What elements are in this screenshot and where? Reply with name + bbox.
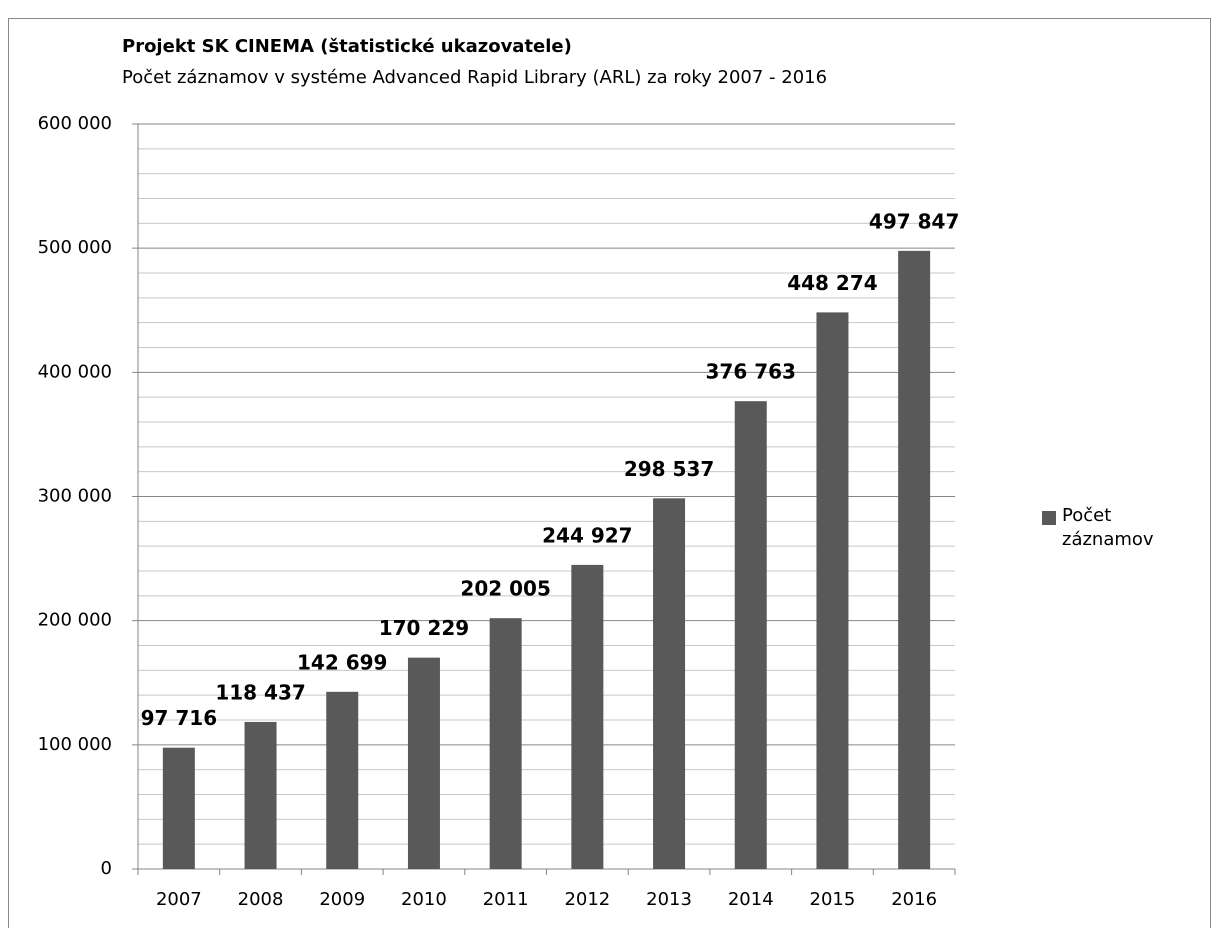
y-tick-label: 400 000 bbox=[38, 361, 112, 382]
x-tick-label: 2016 bbox=[891, 889, 937, 910]
legend-label: Počet záznamov bbox=[1062, 505, 1154, 550]
x-tick-label: 2014 bbox=[728, 889, 774, 910]
data-label: 170 229 bbox=[379, 616, 469, 640]
bar bbox=[244, 721, 277, 869]
data-label: 497 847 bbox=[869, 209, 959, 233]
x-tick-label: 2007 bbox=[156, 889, 202, 910]
y-tick-label: 300 000 bbox=[38, 486, 112, 507]
bar bbox=[898, 250, 931, 870]
x-tick-label: 2009 bbox=[319, 889, 365, 910]
data-label: 376 763 bbox=[706, 360, 796, 384]
x-tick-label: 2015 bbox=[810, 889, 856, 910]
y-tick-label: 200 000 bbox=[38, 610, 112, 631]
bar bbox=[571, 564, 604, 869]
bar bbox=[162, 747, 195, 869]
bar bbox=[734, 401, 767, 869]
data-label: 97 716 bbox=[141, 706, 218, 730]
data-label: 448 274 bbox=[787, 271, 877, 295]
y-tick-label: 600 000 bbox=[38, 113, 112, 134]
data-label: 118 437 bbox=[215, 680, 305, 704]
data-label: 202 005 bbox=[460, 577, 550, 601]
bar bbox=[816, 312, 849, 869]
data-label: 298 537 bbox=[624, 457, 714, 481]
y-tick-label: 100 000 bbox=[38, 734, 112, 755]
bar bbox=[326, 691, 359, 869]
data-label: 142 699 bbox=[297, 650, 387, 674]
chart-subtitle: Počet záznamov v systéme Advanced Rapid … bbox=[122, 67, 827, 88]
data-label: 244 927 bbox=[542, 523, 632, 547]
chart-frame bbox=[8, 18, 1211, 928]
bar bbox=[489, 618, 522, 869]
x-tick-label: 2008 bbox=[238, 889, 284, 910]
x-tick-label: 2012 bbox=[564, 889, 610, 910]
bar bbox=[407, 657, 440, 869]
bar bbox=[653, 498, 686, 869]
y-tick-label: 0 bbox=[101, 858, 112, 879]
x-tick-label: 2013 bbox=[646, 889, 692, 910]
x-tick-label: 2010 bbox=[401, 889, 447, 910]
legend-swatch bbox=[1042, 511, 1056, 525]
x-tick-label: 2011 bbox=[483, 889, 529, 910]
chart-title: Projekt SK CINEMA (štatistické ukazovate… bbox=[122, 36, 572, 57]
y-tick-label: 500 000 bbox=[38, 237, 112, 258]
